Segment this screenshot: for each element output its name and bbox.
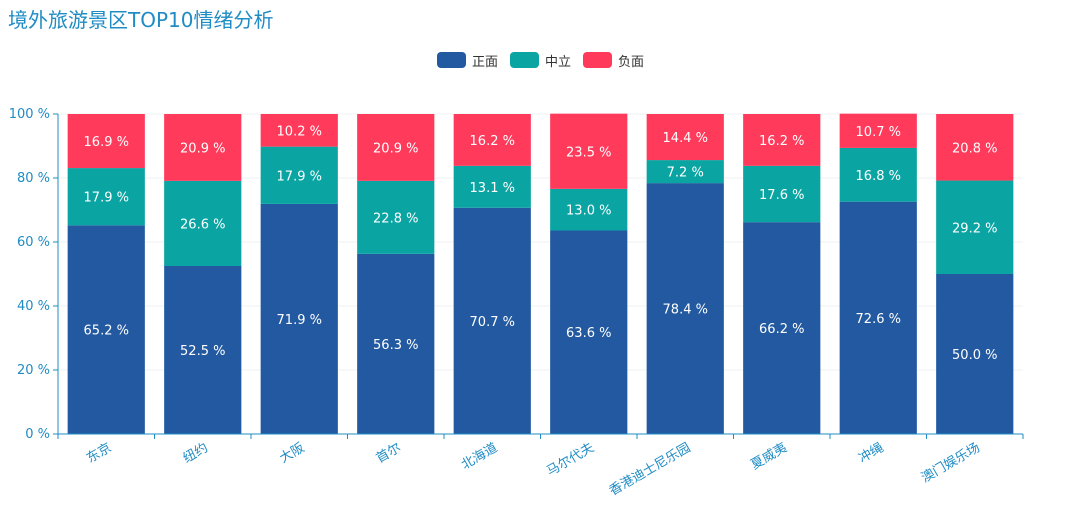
bar-segment [260,114,338,147]
data-label: 70.7 % [470,315,515,330]
data-label: 16.2 % [470,134,515,149]
data-label: 7.2 % [667,166,704,181]
bar-segment [260,203,338,434]
y-tick-label: 100 % [9,107,50,122]
bar-segment [357,114,435,181]
x-tick-label: 马尔代夫 [544,440,597,479]
bar-segment [453,165,531,208]
bar-segment [357,180,435,254]
legend-swatch-positive [437,52,466,68]
y-tick-label: 0 % [25,427,50,442]
data-label: 78.4 % [663,303,708,318]
data-label: 13.1 % [470,181,515,196]
data-label: 17.9 % [277,169,322,184]
x-tick-label: 澳门娱乐场 [918,440,982,486]
x-tick-label: 夏威夷 [748,440,790,473]
bar-segment [164,180,242,266]
data-label: 72.6 % [856,312,901,327]
y-tick-label: 60 % [17,235,50,250]
bar-segment [67,114,145,169]
bar-segment [357,253,435,434]
bar-segment [453,207,531,434]
bar-segment [743,114,821,166]
data-label: 10.2 % [277,124,322,139]
bar-segment [550,188,628,231]
legend-swatch-neutral [510,52,539,68]
data-label: 22.8 % [373,211,418,226]
data-label: 52.5 % [180,344,225,359]
bar-segment [646,160,724,184]
x-tick-label: 大阪 [277,440,307,466]
data-label: 17.6 % [759,188,804,203]
legend: 正面 中立 负面 [0,48,1080,72]
x-tick-label: 香港迪士尼乐园 [607,440,693,498]
bar-segment [839,113,917,148]
data-label: 29.2 % [952,221,997,236]
bar-segment [936,274,1014,434]
x-tick-label: 北海道 [459,440,500,472]
bar-segment [453,114,531,166]
data-label: 26.6 % [180,217,225,232]
data-label: 16.8 % [856,169,901,184]
data-label: 20.9 % [373,141,418,156]
bar-segment [646,183,724,434]
bar-segment [67,168,145,226]
data-label: 13.0 % [566,204,611,219]
legend-label-positive: 正面 [472,54,499,70]
data-label: 23.5 % [566,145,611,160]
bar-segment [67,225,145,434]
legend-swatch-negative [583,52,612,68]
bar-segment [260,146,338,204]
data-label: 50.0 % [952,348,997,363]
legend-label-negative: 负面 [618,54,645,70]
chart-title: 境外旅游景区TOP10情绪分析 [8,8,274,32]
data-label: 17.9 % [84,191,129,206]
bar-segment [550,230,628,434]
bar-segment [936,180,1014,274]
bar-segment [936,114,1014,181]
legend-item-positive[interactable]: 正面 [437,48,498,72]
data-label: 20.8 % [952,141,997,156]
y-tick-label: 80 % [17,171,50,186]
bar-segment [550,113,628,189]
legend-item-neutral[interactable]: 中立 [510,48,571,72]
x-tick-label: 东京 [84,440,114,466]
x-tick-label: 首尔 [374,440,404,466]
x-tick-label: 纽约 [181,440,211,466]
bar-segment [164,266,242,434]
data-label: 16.2 % [759,134,804,149]
data-label: 16.9 % [84,135,129,150]
x-tick-label: 冲绳 [856,440,886,466]
data-label: 14.4 % [663,131,708,146]
y-tick-label: 20 % [17,363,50,378]
legend-label-neutral: 中立 [545,54,572,70]
data-label: 20.9 % [180,141,225,156]
data-label: 65.2 % [84,324,129,339]
data-label: 63.6 % [566,326,611,341]
data-label: 56.3 % [373,338,418,353]
data-label: 71.9 % [277,313,322,328]
bar-segment [164,114,242,181]
bar-segment [743,222,821,434]
bar-segment [839,201,917,434]
data-label: 66.2 % [759,322,804,337]
bar-segment [839,147,917,202]
data-label: 10.7 % [856,125,901,140]
bar-segment [743,165,821,223]
y-tick-label: 40 % [17,299,50,314]
bar-segment [646,114,724,161]
legend-item-negative[interactable]: 负面 [583,48,644,72]
